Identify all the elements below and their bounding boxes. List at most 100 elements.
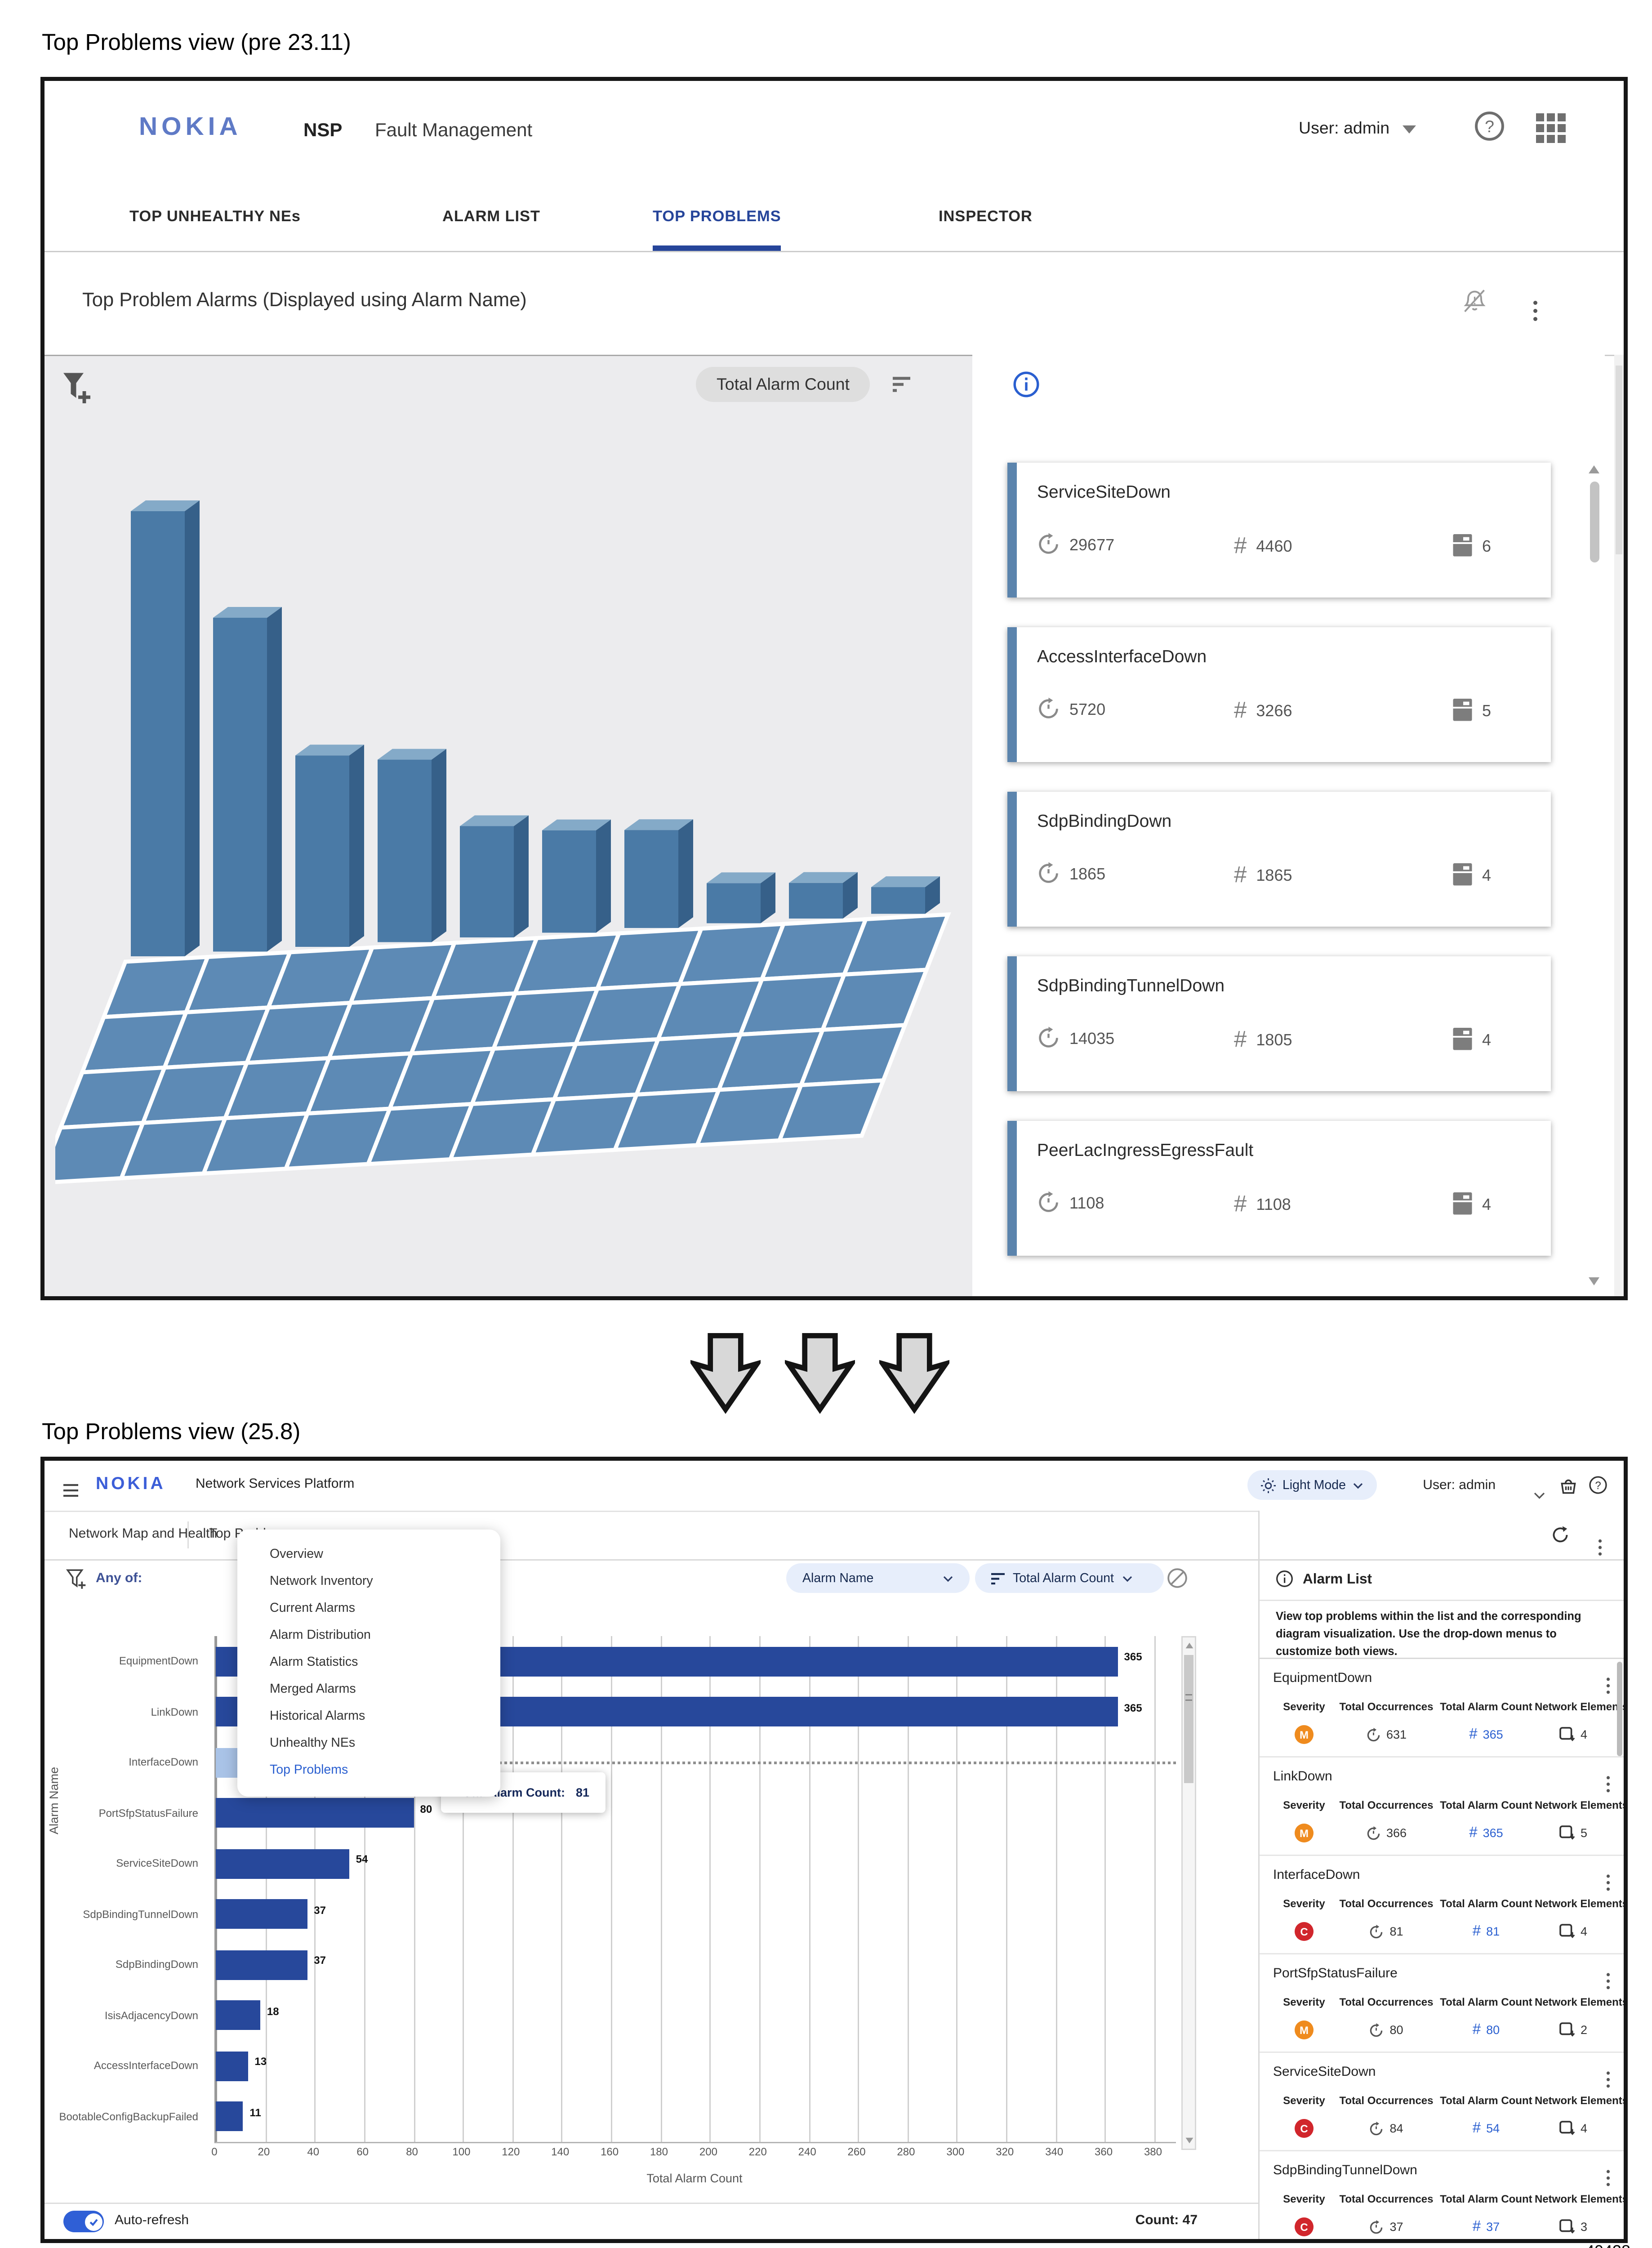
scroll-up-icon[interactable]	[1589, 465, 1599, 473]
alarm-card[interactable]: PeerLacIngressEgressFault 1108 #1108 4	[1007, 1121, 1551, 1256]
user-label[interactable]: User: admin	[1423, 1478, 1496, 1493]
category-label: SdpBindingTunnelDown	[83, 1908, 198, 1920]
info-icon[interactable]	[1013, 371, 1040, 405]
kebab-menu-icon[interactable]	[1606, 1765, 1610, 1784]
bar-SdpBindingTunnelDown[interactable]	[216, 1899, 307, 1929]
menu-item-merged-alarms[interactable]: Merged Alarms	[270, 1682, 356, 1697]
bar-3d[interactable]	[871, 887, 925, 914]
bar-3d[interactable]	[624, 830, 678, 928]
kebab-menu-icon[interactable]	[1598, 1525, 1602, 1550]
group-by-pill[interactable]: Alarm Name	[786, 1563, 970, 1593]
app-grid-icon[interactable]	[1536, 113, 1566, 143]
app-basket-icon[interactable]	[1559, 1477, 1578, 1501]
scroll-down-icon[interactable]	[1589, 1277, 1599, 1285]
refresh-icon[interactable]	[1551, 1525, 1570, 1551]
panel-scrollbar-thumb[interactable]	[1617, 1662, 1622, 1756]
user-chevron-icon[interactable]	[1533, 1482, 1545, 1507]
clear-filter-icon[interactable]	[1167, 1567, 1188, 1596]
column-header: Network Elements	[1535, 1799, 1624, 1811]
kebab-menu-icon[interactable]	[1606, 2061, 1610, 2080]
alarm-card[interactable]: SdpBindingDown 1865 #1865 4	[1007, 792, 1551, 927]
alarm-mute-icon[interactable]	[1461, 287, 1489, 322]
bar-3d[interactable]	[789, 883, 843, 919]
bar-ServiceSiteDown[interactable]	[216, 1848, 349, 1878]
window-scrollbar[interactable]	[1614, 355, 1624, 1296]
kebab-menu-icon[interactable]	[1606, 1864, 1610, 1883]
alarm-list-item[interactable]: InterfaceDown Severity Total Occurrences To…	[1260, 1856, 1624, 1954]
bar-value-label: 37	[314, 1904, 326, 1916]
x-tick-label: 160	[601, 2146, 619, 2158]
scroll-down-icon[interactable]	[1185, 2137, 1193, 2144]
bar-3d[interactable]	[460, 826, 514, 938]
alarm-card[interactable]: SdpBindingTunnelDown 14035 #1805 4	[1007, 956, 1551, 1091]
bar-BootableConfigBackupFailed[interactable]	[216, 2101, 243, 2131]
menu-item-alarm-statistics[interactable]: Alarm Statistics	[270, 1655, 358, 1670]
filter-add-icon[interactable]	[66, 1569, 86, 1597]
user-menu[interactable]: User: admin	[1299, 119, 1417, 138]
theme-toggle-pill[interactable]: Light Mode	[1247, 1470, 1377, 1500]
alarm-list-item[interactable]: EquipmentDown Severity Total Occurrences To…	[1260, 1659, 1624, 1757]
chart-scrollbar[interactable]	[1181, 1636, 1196, 2150]
metric-select-pill[interactable]: Total Alarm Count	[696, 367, 870, 402]
tab-top-unhealthy-nes[interactable]: TOP UNHEALTHY NEs	[129, 209, 301, 225]
alarm-card[interactable]: AccessInterfaceDown 5720 #3266 5	[1007, 627, 1551, 762]
scrollbar-thumb[interactable]	[1590, 482, 1599, 562]
tab-inspector[interactable]: INSPECTOR	[939, 209, 1033, 225]
bar-3d[interactable]	[213, 618, 267, 952]
hamburger-menu-icon[interactable]	[63, 1480, 78, 1504]
auto-refresh-toggle[interactable]	[63, 2211, 104, 2232]
scroll-up-icon[interactable]	[1185, 1642, 1193, 1649]
bar-SdpBindingDown[interactable]	[216, 1949, 307, 1980]
menu-item-overview[interactable]: Overview	[270, 1547, 323, 1562]
alarm-list-item[interactable]: PortSfpStatusFailure Severity Total Occurr…	[1260, 1954, 1624, 2053]
tab-top-problems[interactable]: TOP PROBLEMS	[653, 189, 781, 251]
kebab-menu-icon[interactable]	[1606, 1962, 1610, 1981]
alarm-count-value[interactable]: #81	[1472, 1923, 1500, 1940]
sort-by-pill[interactable]: Total Alarm Count	[975, 1563, 1164, 1593]
alarm-list-item[interactable]: ServiceSiteDown Severity Total Occurrences…	[1260, 2053, 1624, 2151]
kebab-menu-icon[interactable]	[1533, 287, 1537, 312]
info-icon[interactable]	[1276, 1570, 1293, 1594]
alarm-count-value[interactable]: #54	[1472, 2120, 1500, 2136]
menu-item-alarm-distribution[interactable]: Alarm Distribution	[270, 1628, 371, 1643]
column-header: Total Occurrences	[1339, 1996, 1434, 2008]
kebab-menu-icon[interactable]	[1606, 2159, 1610, 2178]
hash-icon: #	[1234, 862, 1247, 888]
bar-PortSfpStatusFailure[interactable]	[216, 1798, 414, 1828]
help-icon[interactable]: ?	[1474, 111, 1505, 148]
alarm-list-item[interactable]: LinkDown Severity Total Occurrences Total A…	[1260, 1757, 1624, 1856]
alarm-card-title: SdpBindingDown	[1037, 811, 1172, 831]
window-scrollbar-thumb[interactable]	[1616, 366, 1622, 554]
bar-AccessInterfaceDown[interactable]	[216, 2051, 248, 2081]
alarm-count-value[interactable]: #365	[1469, 1726, 1503, 1743]
menu-item-network-inventory[interactable]: Network Inventory	[270, 1574, 373, 1589]
bar-3d[interactable]	[295, 755, 349, 947]
bar-3d[interactable]	[707, 883, 761, 923]
alarm-count-value[interactable]: #365	[1469, 1825, 1503, 1841]
bar-3d[interactable]	[378, 759, 432, 942]
filter-add-icon[interactable]	[61, 371, 92, 411]
scrollbar-thumb[interactable]	[1184, 1655, 1193, 1783]
menu-item-historical-alarms[interactable]: Historical Alarms	[270, 1709, 365, 1724]
bar-3d[interactable]	[542, 830, 596, 933]
alarm-card[interactable]: ServiceSiteDown 29677 #4460 6	[1007, 463, 1551, 598]
help-icon[interactable]: ?	[1589, 1476, 1607, 1501]
bar-IsisAdjacencyDown[interactable]	[216, 2000, 260, 2030]
alarm-count-value[interactable]: #37	[1472, 2219, 1500, 2235]
kebab-menu-icon[interactable]	[1606, 1667, 1610, 1686]
alarm-count-value[interactable]: #80	[1472, 2022, 1500, 2038]
menu-item-unhealthy-nes[interactable]: Unhealthy NEs	[270, 1736, 356, 1751]
network-elements-value: 5	[1535, 1818, 1612, 1848]
bar-3d[interactable]	[131, 511, 185, 956]
alarm-list-item[interactable]: SdpBindingTunnelDown Severity Total Occurr…	[1260, 2151, 1624, 2239]
tab-alarm-list[interactable]: ALARM LIST	[442, 209, 540, 225]
card-list-scrollbar[interactable]	[1589, 465, 1601, 1285]
hash-icon: #	[1234, 533, 1247, 558]
sort-icon[interactable]	[890, 376, 913, 401]
card-accent-bar	[1007, 627, 1017, 762]
app-name: Fault Management	[375, 119, 533, 140]
tab-network-map-and-health[interactable]: Network Map and Health	[69, 1527, 218, 1542]
menu-item-top-problems[interactable]: Top Problems	[270, 1763, 348, 1778]
menu-item-current-alarms[interactable]: Current Alarms	[270, 1601, 356, 1616]
